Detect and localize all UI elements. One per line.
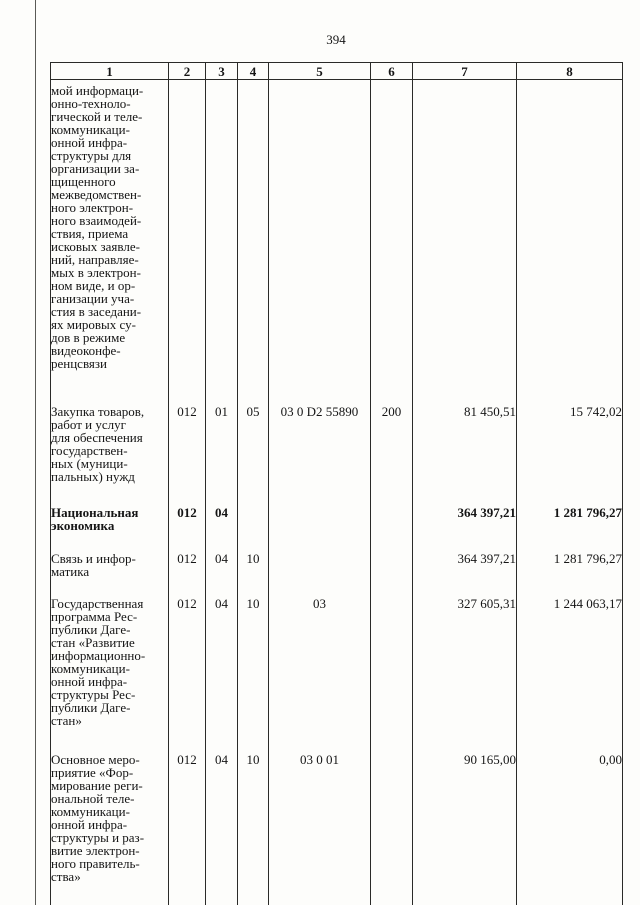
row-subsection: 05 [237, 401, 269, 503]
row-section: 01 [205, 401, 238, 503]
row-expense-type [370, 547, 413, 594]
table-row: мой информаци- онно-техноло- гической и … [50, 79, 623, 402]
row-expense-type [370, 593, 413, 750]
row-amount-2: 1 244 063,17 [516, 593, 623, 750]
row-subsection [237, 79, 269, 402]
row-amount-2: 1 281 796,27 [516, 547, 623, 594]
col-header-1: 1 [50, 62, 169, 80]
col-header-6: 6 [370, 62, 413, 80]
col-header-2: 2 [168, 62, 206, 80]
row-section: 04 [205, 749, 238, 905]
col-header-8: 8 [516, 62, 623, 80]
row-code: 012 [168, 502, 206, 548]
row-name: Связь и инфор- матика [50, 547, 169, 594]
row-section: 04 [205, 502, 238, 548]
row-target-code [268, 502, 371, 548]
table-row: Закупка товаров, работ и услуг для обесп… [50, 401, 623, 503]
row-amount-1: 327 605,31 [412, 593, 517, 750]
row-name: Национальная экономика [50, 502, 169, 548]
row-name: мой информаци- онно-техноло- гической и … [50, 79, 169, 402]
row-amount-1: 364 397,21 [412, 502, 517, 548]
col-header-4: 4 [237, 62, 269, 80]
row-subsection: 10 [237, 749, 269, 905]
table-row: Связь и инфор- матика 012 04 10 364 397,… [50, 547, 623, 594]
row-target-code [268, 547, 371, 594]
row-target-code: 03 0 D2 55890 [268, 401, 371, 503]
row-amount-1: 81 450,51 [412, 401, 517, 503]
row-code [168, 79, 206, 402]
row-expense-type [370, 749, 413, 905]
row-amount-2: 0,00 [516, 749, 623, 905]
table-row: Государственная программа Рес- публики Д… [50, 593, 623, 750]
row-amount-2 [516, 79, 623, 402]
row-target-code: 03 0 01 [268, 749, 371, 905]
row-section: 04 [205, 547, 238, 594]
row-subsection: 10 [237, 547, 269, 594]
row-code: 012 [168, 547, 206, 594]
row-name: Закупка товаров, работ и услуг для обесп… [50, 401, 169, 503]
row-expense-type [370, 79, 413, 402]
row-amount-1: 364 397,21 [412, 547, 517, 594]
page-number: 394 [326, 32, 346, 47]
row-code: 012 [168, 593, 206, 750]
table-header-row: 1 2 3 4 5 6 7 8 [50, 62, 623, 80]
row-section: 04 [205, 593, 238, 750]
row-section [205, 79, 238, 402]
col-header-7: 7 [412, 62, 517, 80]
row-target-code: 03 [268, 593, 371, 750]
row-code: 012 [168, 401, 206, 503]
col-header-5: 5 [268, 62, 371, 80]
row-expense-type: 200 [370, 401, 413, 503]
table-row: Основное меро- приятие «Фор- мирование р… [50, 749, 623, 905]
col-header-3: 3 [205, 62, 238, 80]
page-edge-line [35, 0, 36, 905]
row-amount-1: 90 165,00 [412, 749, 517, 905]
row-target-code [268, 79, 371, 402]
row-subsection: 10 [237, 593, 269, 750]
row-amount-2: 15 742,02 [516, 401, 623, 503]
row-code: 012 [168, 749, 206, 905]
budget-table: 1 2 3 4 5 6 7 8 мой информаци- онно-техн… [50, 62, 623, 905]
row-amount-2: 1 281 796,27 [516, 502, 623, 548]
row-subsection [237, 502, 269, 548]
row-expense-type [370, 502, 413, 548]
table-row: Национальная экономика 012 04 364 397,21… [50, 502, 623, 548]
row-name: Основное меро- приятие «Фор- мирование р… [50, 749, 169, 905]
row-name: Государственная программа Рес- публики Д… [50, 593, 169, 750]
row-amount-1 [412, 79, 517, 402]
